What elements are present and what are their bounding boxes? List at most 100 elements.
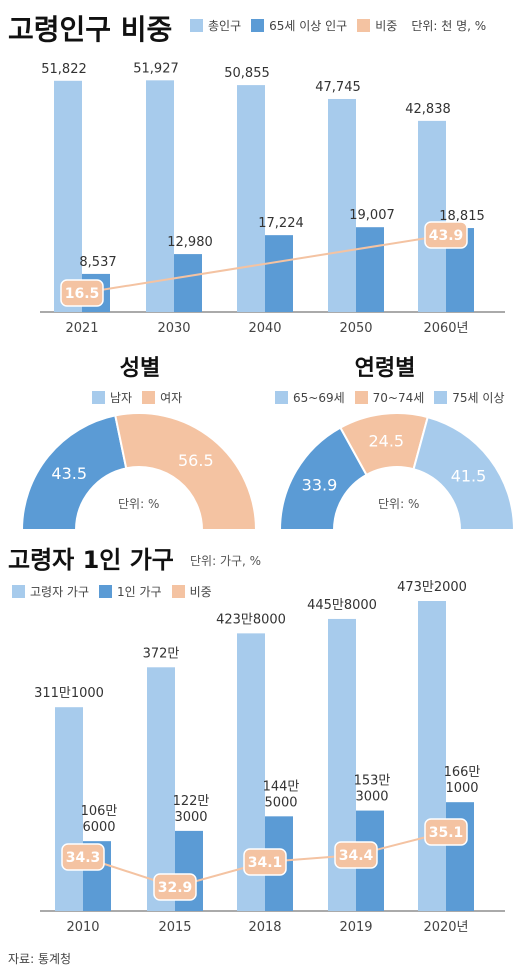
chart1-tick-4: 2060년 — [423, 321, 468, 336]
chart2-bar-household-4 — [418, 601, 446, 911]
chart2-ratio-3-box — [334, 841, 378, 869]
chart2-bar-household-0 — [55, 707, 83, 911]
section2-unit: 단위: 가구, % — [190, 554, 262, 568]
chart2-ratio-1-box — [153, 873, 197, 901]
chart2-ratio-4-label: 35.1 — [429, 825, 464, 841]
legend-item-total: 총인구 — [190, 17, 241, 34]
chart2-label-single-2: 144만 5000 — [263, 779, 300, 810]
age-legend: 65~69세 70~74세 75세 이상 — [275, 389, 515, 406]
chart1-ratio-line — [81, 234, 447, 294]
chart1-label-senior-4: 18,815 — [439, 209, 485, 224]
chart1-ratio-0-box — [60, 279, 104, 307]
legend-label-senior-household: 고령자 가구 — [30, 585, 90, 599]
legend-swatch-male — [92, 391, 105, 404]
chart2-tick-0: 2010 — [66, 920, 99, 935]
legend-label-male: 남자 — [110, 391, 133, 405]
legend-label-75plus: 75세 이상 — [452, 391, 505, 405]
chart2-tick-3: 2019 — [339, 920, 372, 935]
legend-label-senior: 65세 이상 인구 — [269, 19, 348, 33]
chart1-label-total-4: 42,838 — [405, 102, 451, 117]
legend-swatch-senior-household — [12, 585, 25, 598]
chart1-ratio-4-label: 43.9 — [429, 228, 464, 244]
gender-title: 성별 — [119, 356, 161, 381]
legend-label-single-household: 1인 가구 — [117, 585, 162, 599]
legend-swatch-75plus — [434, 391, 448, 404]
gender-unit: 단위: % — [118, 497, 160, 511]
chart2-ratio-1-label: 32.9 — [158, 880, 193, 896]
chart2-tick-2: 2018 — [248, 920, 281, 935]
gender-donut-slice-1 — [114, 412, 258, 531]
chart2-ratio-0-label: 34.3 — [66, 850, 101, 866]
chart2-label-household-0: 311만1000 — [34, 686, 104, 701]
chart1-bar-senior-2 — [265, 235, 293, 312]
section1-unit: 단위: 천 명, % — [411, 19, 487, 33]
chart2-label-single-0: 106만 6000 — [81, 804, 118, 835]
chart1-bar-senior-3 — [356, 227, 384, 312]
chart2-tick-1: 2015 — [158, 920, 191, 935]
gender-legend: 남자 여자 — [92, 389, 192, 406]
legend-item-70-74: 70~74세 — [354, 389, 425, 406]
legend-swatch-70-74 — [354, 391, 368, 404]
chart1-tick-2: 2040 — [248, 321, 281, 336]
legend-label-ratio: 비중 — [375, 19, 398, 33]
chart2-label-single-1: 122만 3000 — [173, 794, 210, 825]
chart1-label-senior-0: 8,537 — [79, 255, 116, 270]
source-note: 자료: 통계청 — [8, 952, 72, 966]
legend-item-female: 여자 — [142, 389, 182, 406]
legend-swatch-single-household — [99, 585, 113, 598]
chart1-bar-total-0 — [54, 80, 82, 312]
chart1-ratio-4-box — [424, 221, 468, 249]
chart1-bar-senior-1 — [174, 254, 202, 312]
chart1-ratio-0-label: 16.5 — [65, 286, 100, 302]
chart2-tick-4: 2020년 — [423, 920, 468, 935]
chart2-label-household-3: 445만8000 — [307, 598, 377, 613]
chart1-tick-1: 2030 — [157, 321, 190, 336]
gender-donut-label-1: 56.5 — [178, 451, 214, 470]
legend-swatch-65-69 — [275, 391, 288, 404]
legend-label-total: 총인구 — [208, 19, 242, 33]
legend-item-senior: 65세 이상 인구 — [251, 17, 347, 34]
chart2-ratio-2-label: 34.1 — [248, 855, 283, 871]
age-title: 연령별 — [354, 356, 416, 381]
legend-item-single-household: 1인 가구 — [99, 583, 162, 600]
chart1-bar-total-4 — [418, 120, 446, 312]
legend-label-65-69: 65~69세 — [293, 391, 345, 405]
chart2-label-household-2: 423만8000 — [216, 612, 286, 627]
legend-swatch-senior — [251, 19, 265, 32]
chart2-label-household-1: 372만 — [143, 646, 180, 661]
legend-item-senior-household: 고령자 가구 — [12, 583, 89, 600]
section2-legend: 고령자 가구 1인 가구 비중 — [12, 583, 222, 600]
chart1-label-senior-1: 12,980 — [167, 235, 213, 250]
legend-item-65-69: 65~69세 — [275, 389, 345, 406]
age-unit: 단위: % — [378, 497, 420, 511]
chart1-label-total-2: 50,855 — [224, 66, 270, 81]
chart2-ratio-0-box — [61, 843, 105, 871]
age-donut-slice-2 — [412, 415, 516, 531]
chart1-bar-total-1 — [146, 80, 174, 313]
legend-item-male: 남자 — [92, 389, 132, 406]
chart2-ratio-2-box — [243, 848, 287, 876]
legend-label-female: 여자 — [160, 391, 183, 405]
legend-swatch-total — [190, 19, 203, 32]
gender-donut-label-0: 43.5 — [51, 464, 87, 483]
section2-title: 고령자 1인 가구 — [8, 546, 174, 574]
chart1-label-total-1: 51,927 — [133, 61, 179, 76]
legend-label-share: 비중 — [189, 585, 212, 599]
chart1-tick-0: 2021 — [65, 321, 98, 336]
legend-item-share: 비중 — [171, 583, 212, 600]
chart2-label-household-4: 473만2000 — [397, 580, 467, 595]
legend-swatch-ratio — [357, 19, 371, 32]
chart1-tick-3: 2050 — [339, 321, 372, 336]
age-donut-label-2: 41.5 — [451, 466, 487, 485]
legend-label-70-74: 70~74세 — [372, 391, 425, 405]
legend-swatch-female — [142, 391, 156, 404]
legend-item-ratio: 비중 — [357, 17, 397, 34]
chart2-ratio-3-label: 34.4 — [339, 848, 374, 864]
chart2-label-single-4: 166만 1000 — [444, 765, 481, 796]
chart2-ratio-4-box — [424, 818, 468, 846]
section1-title: 고령인구 비중 — [8, 13, 173, 46]
chart2-label-single-3: 153만 3000 — [354, 774, 391, 805]
chart2-bar-household-1 — [147, 667, 175, 911]
age-donut-label-1: 24.5 — [368, 432, 404, 451]
